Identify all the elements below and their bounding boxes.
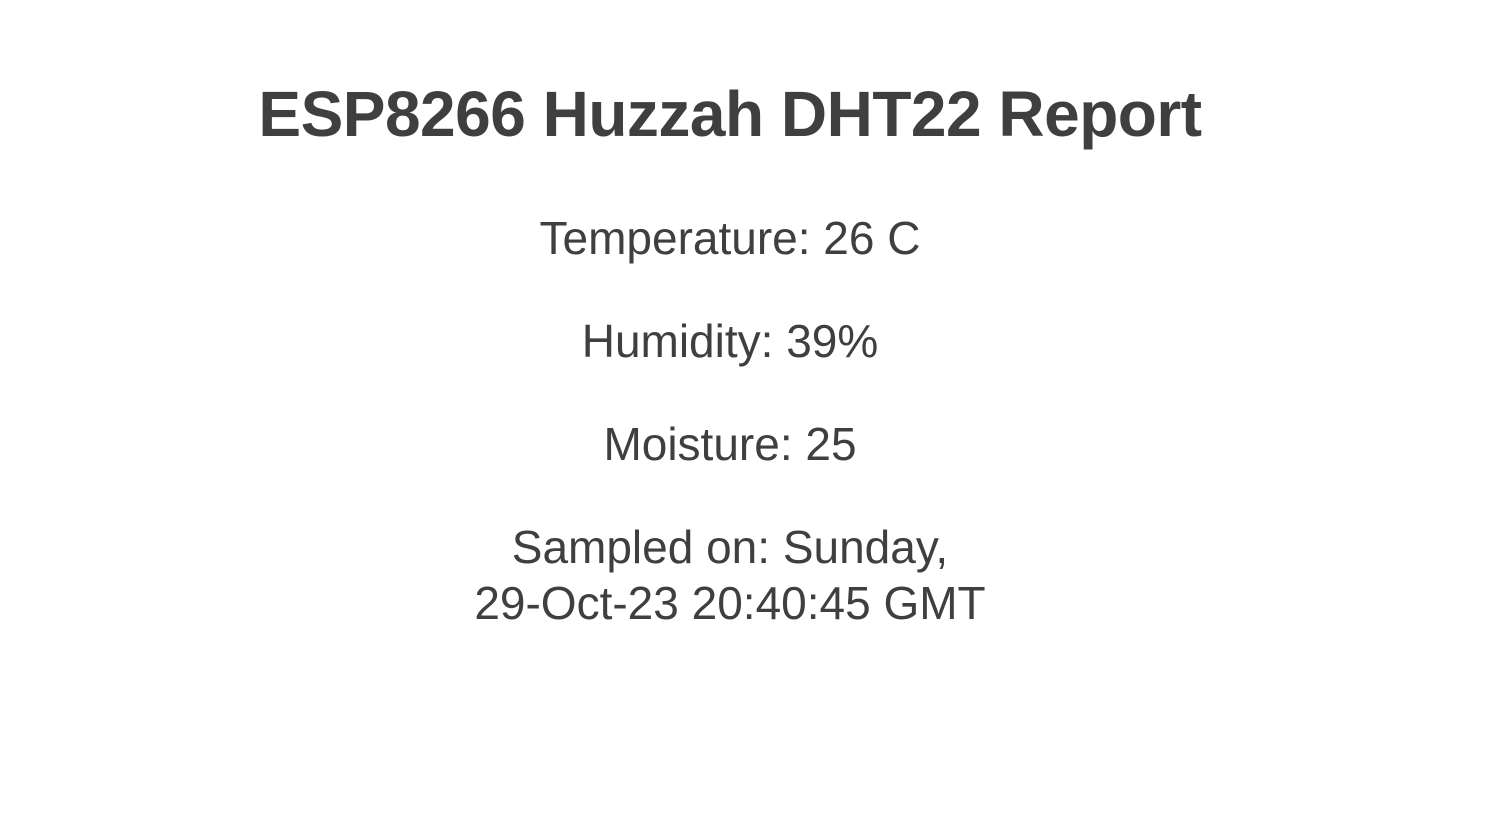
page-title: ESP8266 Huzzah DHT22 Report	[258, 78, 1202, 150]
sampled-line-2: 29-Oct-23 20:40:45 GMT	[474, 577, 986, 629]
humidity-reading: Humidity: 39%	[581, 315, 879, 367]
sampled-timestamp: Sampled on: Sunday, 29-Oct-23 20:40:45 G…	[0, 519, 1460, 631]
temperature-reading: Temperature: 26 C	[539, 212, 921, 264]
sampled-line-1: Sampled on: Sunday,	[511, 521, 949, 573]
moisture-reading: Moisture: 25	[603, 418, 857, 470]
